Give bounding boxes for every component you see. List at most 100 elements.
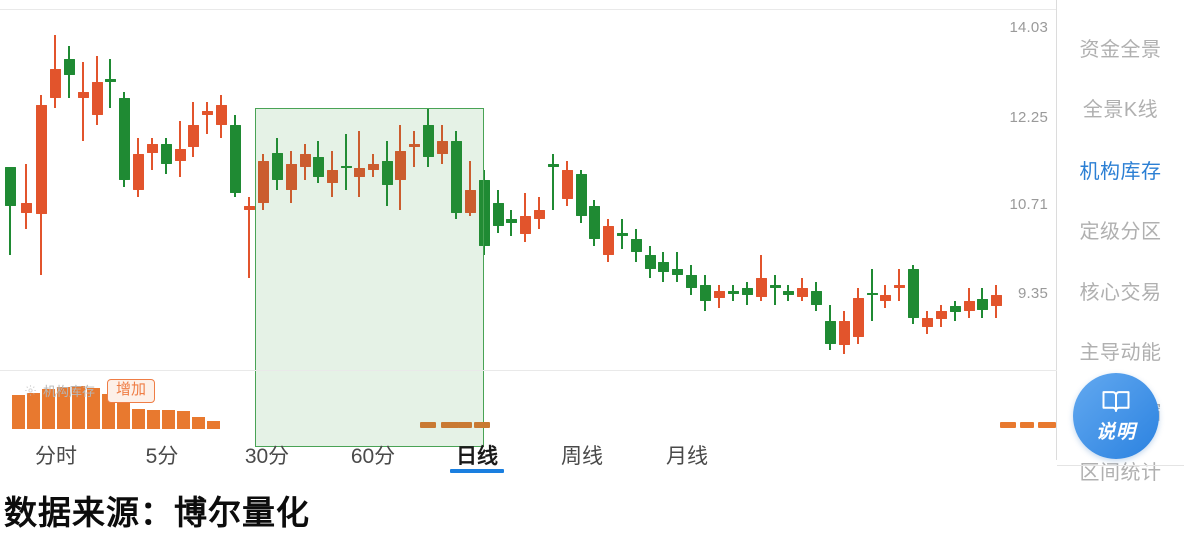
sidebar-item-核心交易[interactable]: 核心交易 — [1079, 282, 1162, 304]
candle-body — [796, 288, 808, 297]
candlestick-plot[interactable] — [0, 10, 1002, 370]
candlestick — [921, 10, 933, 370]
indicator-bar — [207, 421, 220, 429]
candle-body — [533, 209, 545, 220]
indicator-bar — [87, 388, 100, 429]
gear-icon[interactable] — [24, 384, 37, 397]
candlestick — [299, 10, 311, 370]
candlestick — [63, 10, 75, 370]
candle-body — [49, 68, 61, 99]
indicator-bar — [42, 389, 55, 429]
candlestick — [118, 10, 130, 370]
timeframe-tabbar[interactable]: 分时 5分 30分 60分 日线 周线 月线 — [0, 437, 1056, 485]
candle-body — [602, 226, 614, 256]
candle-wick — [345, 134, 347, 190]
candlestick — [20, 10, 32, 370]
candle-body — [963, 301, 975, 312]
candlestick — [35, 10, 47, 370]
candle-body — [215, 104, 227, 125]
candle-body — [35, 104, 47, 215]
candlestick — [769, 10, 781, 370]
candle-wick — [206, 101, 208, 135]
candlestick — [782, 10, 794, 370]
sidebar-item-全景K线[interactable]: 全景K线 — [1082, 99, 1159, 121]
candlestick — [588, 10, 600, 370]
candlestick — [561, 10, 573, 370]
candle-wick — [109, 59, 111, 109]
candle-body — [243, 206, 255, 210]
candle-body — [727, 291, 739, 294]
timeframe-tab-月线[interactable]: 月线 — [666, 445, 708, 468]
candlestick — [616, 10, 628, 370]
timeframe-tab-60分[interactable]: 60分 — [350, 445, 396, 468]
indicator-bar — [147, 410, 160, 429]
candlestick — [713, 10, 725, 370]
sidebar-item-主导动能[interactable]: 主导动能 — [1079, 342, 1162, 364]
candlestick — [893, 10, 905, 370]
candlestick — [422, 10, 434, 370]
candlestick — [243, 10, 255, 370]
candle-body — [741, 288, 753, 295]
candle-body — [160, 144, 172, 164]
indicator-bar — [27, 393, 40, 429]
candlestick — [450, 10, 462, 370]
candle-body — [340, 165, 352, 169]
candlestick — [464, 10, 476, 370]
candle-body — [699, 284, 711, 302]
candlestick — [852, 10, 864, 370]
candle-body — [782, 291, 794, 295]
candlestick — [285, 10, 297, 370]
data-source-text: 数据来源：博尔量化 — [4, 493, 310, 532]
indicator-bar — [162, 410, 175, 429]
candle-body — [935, 311, 947, 319]
candle-body — [519, 216, 531, 234]
candlestick — [935, 10, 947, 370]
timeframe-tab-周线[interactable]: 周线 — [561, 445, 603, 468]
candlestick — [644, 10, 656, 370]
candlestick — [533, 10, 545, 370]
candlestick — [630, 10, 642, 370]
candle-body — [505, 219, 517, 223]
candlestick — [492, 10, 504, 370]
candlestick — [963, 10, 975, 370]
candlestick — [505, 10, 517, 370]
candlestick — [824, 10, 836, 370]
candle-body — [838, 320, 850, 346]
candle-body — [394, 150, 406, 181]
candlestick — [575, 10, 587, 370]
candlestick — [381, 10, 393, 370]
candle-body — [478, 180, 490, 246]
indicator-bar — [177, 411, 190, 429]
timeframe-tab-日线[interactable]: 日线 — [456, 445, 498, 468]
candlestick — [866, 10, 878, 370]
candle-body — [713, 291, 725, 298]
indicator-bar — [132, 409, 145, 429]
candlestick — [671, 10, 683, 370]
candle-body — [657, 262, 669, 272]
candle-body — [285, 163, 297, 190]
candle-wick — [248, 196, 250, 279]
candlestick — [146, 10, 158, 370]
candle-body — [436, 140, 448, 154]
sidebar-item-定级分区[interactable]: 定级分区 — [1079, 221, 1162, 243]
sidebar-item-区间统计[interactable]: 区间统计 — [1079, 462, 1162, 484]
sidebar-item-机构库存[interactable]: 机构库存 — [1079, 161, 1162, 183]
timeframe-tab-5分[interactable]: 5分 — [145, 445, 179, 468]
candle-body — [755, 278, 767, 297]
top-divider — [0, 9, 1064, 10]
timeframe-tab-分时[interactable]: 分时 — [35, 445, 77, 468]
indicator-name: 机构库存 — [43, 384, 96, 400]
candle-body — [685, 275, 697, 289]
sidebar-item-资金全景[interactable]: 资金全景 — [1079, 39, 1162, 61]
candlestick — [949, 10, 961, 370]
help-fab-button[interactable]: 说明 — [1073, 373, 1159, 459]
candle-body — [769, 284, 781, 289]
candle-body — [893, 284, 905, 289]
indicator-dash-right-edge — [1000, 422, 1016, 428]
candlestick — [394, 10, 406, 370]
candle-wick — [469, 160, 471, 217]
candlestick — [547, 10, 559, 370]
candlestick — [340, 10, 352, 370]
timeframe-tab-30分[interactable]: 30分 — [244, 445, 290, 468]
indicator-header: 机构库存 增加 — [24, 379, 156, 403]
